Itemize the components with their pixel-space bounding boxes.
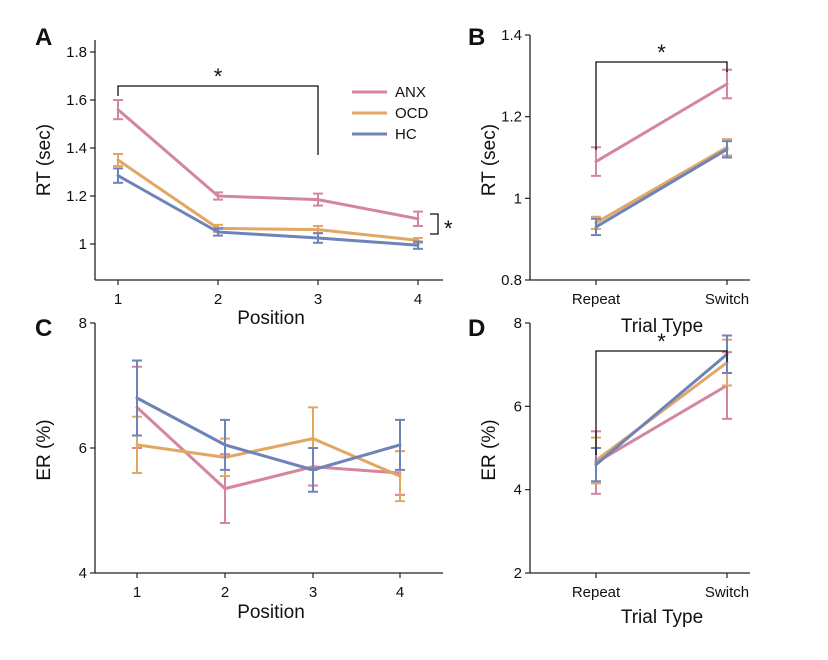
x-tick-label: Switch bbox=[705, 291, 749, 308]
x-tick-label: 3 bbox=[309, 584, 317, 601]
series-line-anx bbox=[594, 82, 729, 164]
y-axis-title: RT (sec) bbox=[479, 124, 500, 196]
series-hc bbox=[113, 167, 423, 250]
y-tick-label: 6 bbox=[79, 440, 87, 457]
y-tick-label: 1 bbox=[514, 190, 522, 207]
panel-a: A 1 1.2 1.4 1.6 1.8 1 2 3 4 Position RT (sec) * * bbox=[34, 24, 453, 329]
series-line-anx bbox=[135, 405, 402, 491]
series-hc bbox=[132, 359, 405, 493]
significance-star: * bbox=[657, 329, 666, 354]
x-tick-label: 4 bbox=[414, 291, 422, 308]
panel-letter: A bbox=[35, 24, 52, 51]
y-tick-label: 4 bbox=[514, 482, 522, 499]
series-line-ocd bbox=[594, 145, 729, 225]
series-line-anx bbox=[116, 108, 420, 221]
series-line-hc bbox=[116, 174, 420, 247]
x-tick-label: 4 bbox=[396, 584, 404, 601]
x-tick-label: Repeat bbox=[572, 291, 621, 308]
series-line-anx bbox=[594, 384, 729, 465]
y-axis-title: ER (%) bbox=[34, 419, 55, 480]
x-tick-label: 1 bbox=[114, 291, 122, 308]
panel-letter: B bbox=[468, 24, 485, 51]
series-line-hc bbox=[594, 147, 729, 229]
significance-side-bracket bbox=[430, 213, 439, 235]
y-tick-label: 1 bbox=[79, 236, 87, 253]
y-tick-label: 1.8 bbox=[66, 44, 87, 61]
significance-star: * bbox=[657, 40, 666, 65]
x-tick-label: Repeat bbox=[572, 584, 621, 601]
legend: ANX OCD HC bbox=[352, 84, 429, 143]
y-axis-title: RT (sec) bbox=[34, 124, 55, 196]
significance-bracket bbox=[595, 61, 728, 150]
series-line-ocd bbox=[594, 361, 729, 462]
x-tick-label: 3 bbox=[314, 291, 322, 308]
x-axis-title: Trial Type bbox=[621, 607, 703, 628]
panel-letter: D bbox=[468, 315, 485, 342]
y-tick-label: 1.2 bbox=[501, 109, 522, 126]
x-tick-label: 2 bbox=[221, 584, 229, 601]
series-hc bbox=[591, 334, 732, 483]
y-tick-label: 1.6 bbox=[66, 92, 87, 109]
series-anx bbox=[113, 99, 423, 227]
y-tick-label: 1.2 bbox=[66, 188, 87, 205]
series-hc bbox=[591, 140, 732, 237]
y-axis-title: ER (%) bbox=[479, 419, 500, 480]
legend-label-hc: HC bbox=[395, 126, 417, 143]
x-axis-title: Trial Type bbox=[621, 316, 703, 337]
x-tick-label: 2 bbox=[214, 291, 222, 308]
y-tick-label: 8 bbox=[79, 315, 87, 332]
y-tick-label: 6 bbox=[514, 398, 522, 415]
y-tick-label: 2 bbox=[514, 565, 522, 582]
y-tick-label: 0.8 bbox=[501, 272, 522, 289]
y-tick-label: 1.4 bbox=[501, 27, 522, 44]
x-tick-label: 1 bbox=[133, 584, 141, 601]
legend-label-anx: ANX bbox=[395, 84, 426, 101]
y-tick-label: 8 bbox=[514, 315, 522, 332]
legend-label-ocd: OCD bbox=[395, 105, 429, 122]
series-line-hc bbox=[594, 352, 729, 467]
significance-bracket bbox=[117, 85, 319, 155]
series-ocd bbox=[591, 338, 732, 485]
y-tick-label: 4 bbox=[79, 565, 87, 582]
significance-star: * bbox=[214, 64, 223, 89]
y-tick-label: 1.4 bbox=[66, 140, 87, 157]
series-anx bbox=[132, 365, 405, 524]
panel-c: C 4 6 8 1 2 3 4 Position ER (%) bbox=[34, 315, 443, 623]
x-axis-title: Position bbox=[237, 602, 305, 623]
x-axis-title: Position bbox=[237, 308, 305, 329]
significance-bracket bbox=[595, 350, 728, 455]
significance-star: * bbox=[444, 216, 453, 241]
x-tick-label: Switch bbox=[705, 584, 749, 601]
series-line-hc bbox=[135, 396, 402, 472]
series-line-ocd bbox=[116, 158, 420, 242]
panel-letter: C bbox=[35, 315, 52, 342]
